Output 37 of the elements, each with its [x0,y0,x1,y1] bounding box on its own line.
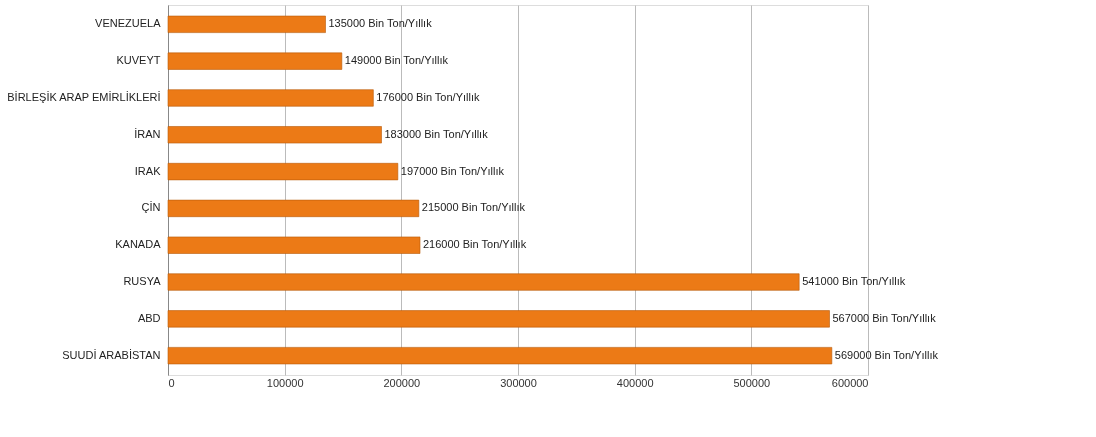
x-tick-label: 400000 [616,376,654,389]
data-label: 567000 Bin Ton/Yıllık [832,311,937,324]
bar [167,236,421,254]
y-tick-label: KANADA [115,238,162,251]
data-label: 149000 Bin Ton/Yıllık [344,54,449,67]
bar [167,52,343,70]
bar [167,15,326,33]
y-tick-label: IRAK [134,164,162,177]
y-tick-label: KUVEYT [116,54,161,67]
bar [167,310,830,328]
x-tick-label: 500000 [733,376,771,389]
y-tick-label: BİRLEŞİK ARAP EMİRLİKLERİ [7,90,161,103]
data-label: 215000 Bin Ton/Yıllık [421,201,526,214]
y-tick-label: VENEZUELA [95,17,162,30]
x-tick-label: 100000 [266,376,304,389]
x-tick-label: 0 [168,376,175,389]
y-tick-label: İRAN [134,127,161,140]
y-tick-label: ABD [137,311,161,324]
data-label: 216000 Bin Ton/Yıllık [423,238,527,251]
data-label: 183000 Bin Ton/Yıllık [384,127,489,140]
data-label: 197000 Bin Ton/Yıllık [400,164,505,177]
bar [167,126,382,144]
y-tick-label: ÇİN [141,201,161,214]
bar [167,273,800,291]
bar [167,163,399,181]
x-tick-label: 600000 [831,376,869,389]
x-tick-label: 300000 [500,376,537,389]
data-label: 541000 Bin Ton/Yıllık [802,275,906,288]
y-tick-label: SUUDİ ARABİSTAN [62,348,161,361]
y-tick-label: RUSYA [123,275,162,288]
x-tick-label: 200000 [383,376,421,389]
data-label: 176000 Bin Ton/Yıllık [376,90,480,103]
bar [167,199,420,217]
bar [167,89,374,107]
data-label: 135000 Bin Ton/Yıllık [328,17,433,30]
bar [167,347,833,365]
data-label: 569000 Bin Ton/Yıllık [834,348,939,361]
